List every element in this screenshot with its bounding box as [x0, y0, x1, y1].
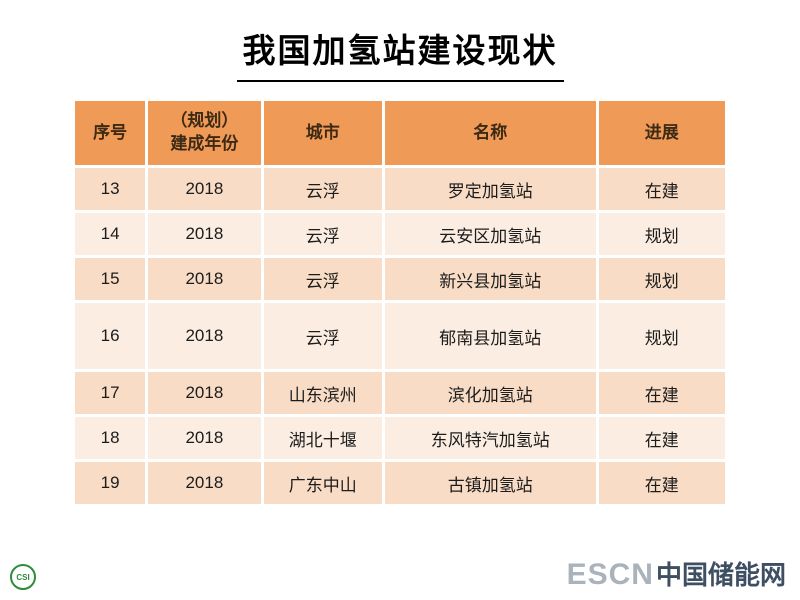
column-header: （规划） 建成年份	[148, 101, 261, 165]
table-cell: 2018	[148, 168, 261, 210]
brand-logo: ESCN 中国储能网	[567, 555, 786, 592]
table-row: 17 2018 山东滨州 滨化加氢站 在建	[75, 372, 725, 414]
table-cell: 14	[75, 213, 146, 255]
table-cell: 2018	[148, 258, 261, 300]
table-row: 16 2018 云浮 郁南县加氢站 规划	[75, 303, 725, 369]
column-header: 城市	[263, 101, 382, 165]
table-cell: 在建	[598, 168, 725, 210]
table-cell: 山东滨州	[263, 372, 382, 414]
table-cell: 规划	[598, 303, 725, 369]
table-cell: 规划	[598, 213, 725, 255]
table-header-row: 序号 （规划） 建成年份 城市 名称 进展	[75, 101, 725, 165]
table-cell: 在建	[598, 462, 725, 504]
brand-name-text: 中国储能网	[655, 560, 786, 590]
table-header: 序号 （规划） 建成年份 城市 名称 进展	[75, 101, 725, 165]
table-cell: 古镇加氢站	[384, 462, 596, 504]
table-cell: 广东中山	[263, 462, 382, 504]
table-cell: 新兴县加氢站	[384, 258, 596, 300]
table-cell: 湖北十堰	[263, 417, 382, 459]
page-title: 我国加氢站建设现状	[236, 24, 564, 82]
table-cell: 13	[75, 168, 146, 210]
table-cell: 云浮	[263, 303, 382, 369]
escn-logo-text: ESCN	[566, 558, 654, 591]
table-row: 15 2018 云浮 新兴县加氢站 规划	[75, 258, 725, 300]
table-cell: 云安区加氢站	[384, 213, 596, 255]
title-wrap: 我国加氢站建设现状	[0, 24, 800, 82]
table-cell: 16	[75, 303, 146, 369]
table-cell: 2018	[148, 417, 261, 459]
table-cell: 19	[75, 462, 146, 504]
hydrogen-stations-table: 序号 （规划） 建成年份 城市 名称 进展 13 2018 云浮 罗定加氢站 在建 14 2018 云…	[72, 98, 728, 507]
table-cell: 罗定加氢站	[384, 168, 596, 210]
csi-badge-icon: CSI	[10, 564, 36, 590]
table-row: 19 2018 广东中山 古镇加氢站 在建	[75, 462, 725, 504]
table-cell: 规划	[598, 258, 725, 300]
table-cell: 15	[75, 258, 146, 300]
table-cell: 云浮	[263, 258, 382, 300]
table-cell: 云浮	[263, 168, 382, 210]
table-body: 13 2018 云浮 罗定加氢站 在建 14 2018 云浮 云安区加氢站 规划 15 2018 云浮新…	[75, 168, 725, 504]
csi-badge-text: CSI	[16, 572, 30, 582]
table-cell: 在建	[598, 372, 725, 414]
table-row: 14 2018 云浮 云安区加氢站 规划	[75, 213, 725, 255]
table-cell: 18	[75, 417, 146, 459]
table-cell: 云浮	[263, 213, 382, 255]
table-cell: 在建	[598, 417, 725, 459]
table-cell: 2018	[148, 372, 261, 414]
table-cell: 17	[75, 372, 146, 414]
table-cell: 2018	[148, 213, 261, 255]
table-row: 18 2018 湖北十堰 东风特汽加氢站 在建	[75, 417, 725, 459]
table-cell: 郁南县加氢站	[384, 303, 596, 369]
table-cell: 东风特汽加氢站	[384, 417, 596, 459]
table-row: 13 2018 云浮 罗定加氢站 在建	[75, 168, 725, 210]
column-header: 序号	[75, 101, 146, 165]
table-cell: 滨化加氢站	[384, 372, 596, 414]
column-header: 进展	[598, 101, 725, 165]
table-cell: 2018	[148, 303, 261, 369]
column-header: 名称	[384, 101, 596, 165]
table-cell: 2018	[148, 462, 261, 504]
